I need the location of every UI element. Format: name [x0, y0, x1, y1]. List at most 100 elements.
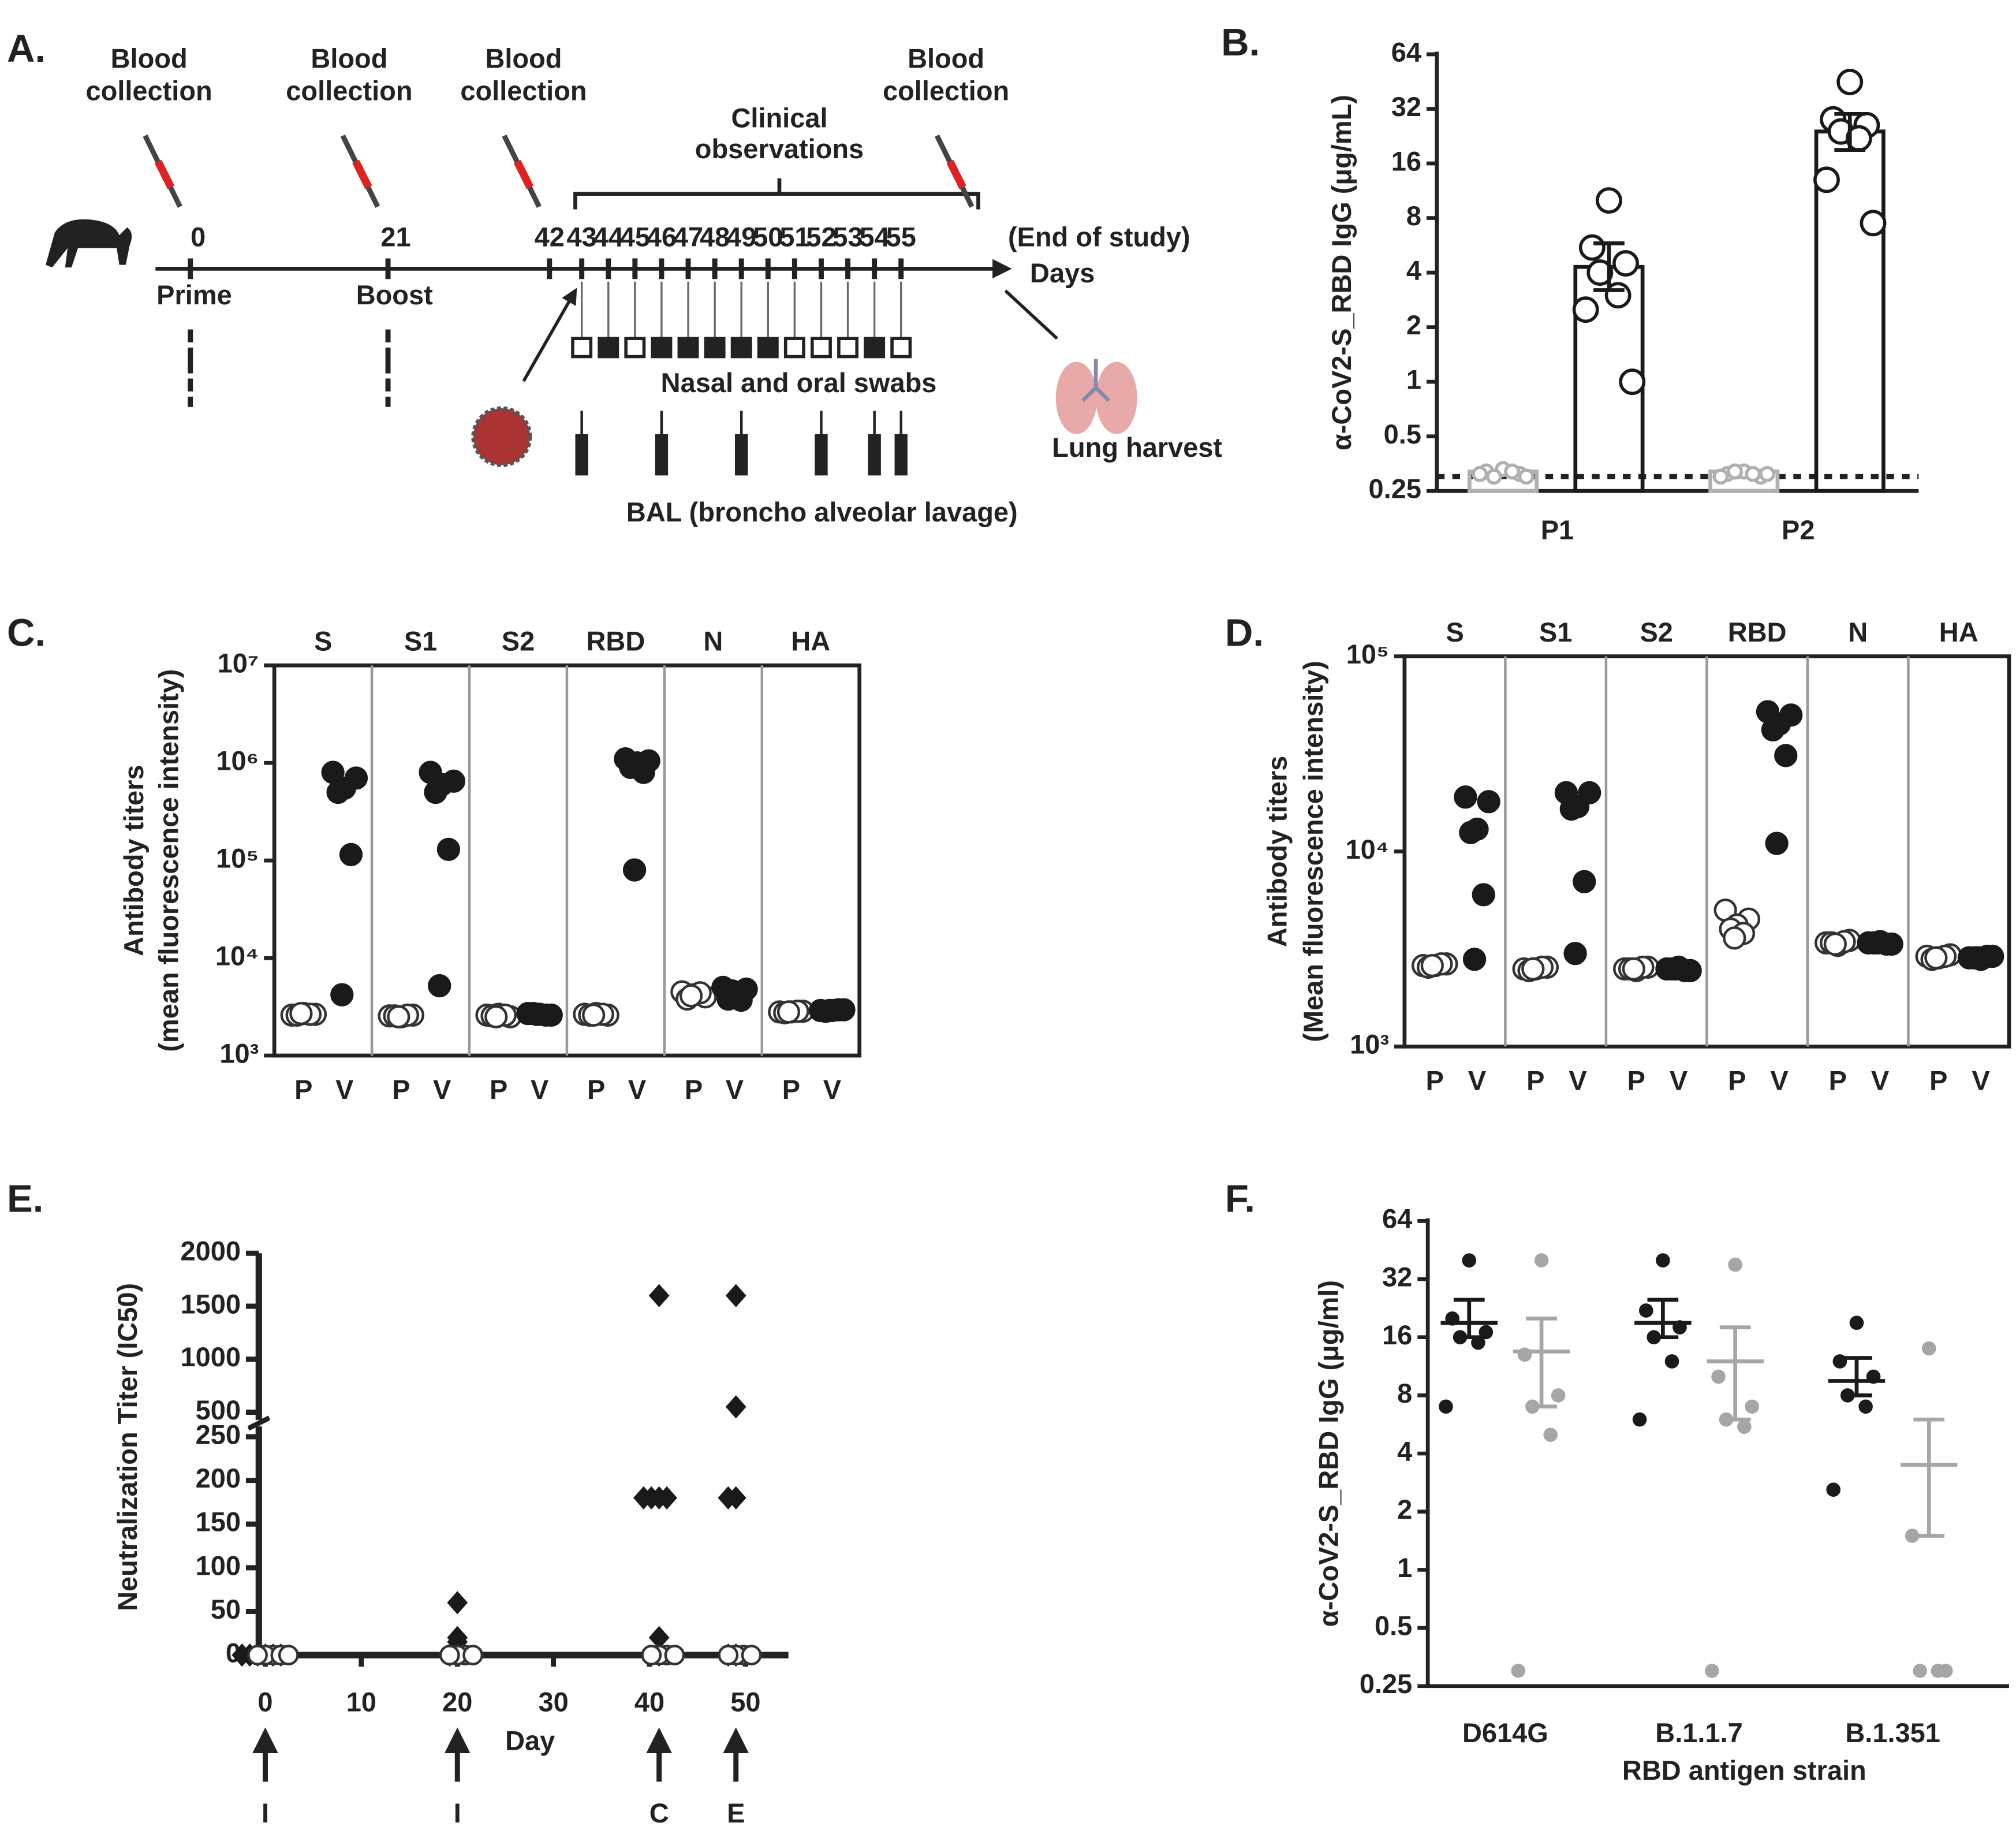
x-tick-label: B.1.351	[1845, 1717, 1940, 1748]
y-tick-label: 1	[1397, 1552, 1412, 1583]
group-label: HA	[791, 626, 830, 657]
day-label: 46	[647, 221, 677, 252]
swab	[704, 337, 726, 359]
y-axis-label: α-CoV2-S_RBD IgG (μg/mL)	[1326, 95, 1357, 450]
data-point	[1632, 1412, 1647, 1427]
panel-letter: C.	[7, 612, 46, 655]
swab	[571, 337, 593, 359]
data-point	[776, 1000, 801, 1024]
day-label: 43	[567, 221, 597, 252]
y-tick-label: 2000	[180, 1236, 241, 1266]
data-point	[424, 780, 447, 804]
data-point	[1860, 210, 1887, 237]
y-tick-label: 10⁵	[216, 843, 259, 874]
x-tick-label: 10	[346, 1687, 376, 1717]
x-tick-label: 0	[257, 1687, 272, 1717]
x-tick-label: V	[628, 1074, 646, 1105]
y-tick-label: 64	[1382, 1203, 1412, 1234]
y-tick-label: 250	[196, 1419, 241, 1449]
x-tick-label: P	[1526, 1065, 1544, 1095]
data-point	[817, 998, 842, 1022]
swab	[890, 337, 912, 359]
y-tick-label: 32	[1382, 1261, 1412, 1292]
data-point	[462, 1645, 484, 1666]
day-label: 47	[673, 221, 703, 252]
swab	[598, 337, 619, 359]
bal-label: BAL (broncho alveolar lavage)	[626, 497, 1018, 527]
swab	[864, 337, 886, 359]
y-tick-label: 2	[1406, 310, 1421, 340]
blood-label: collection	[883, 75, 1009, 106]
swab	[811, 337, 832, 359]
data-point	[581, 1003, 606, 1027]
data-point	[1472, 883, 1495, 907]
day-label: 44	[593, 221, 624, 252]
data-point	[632, 761, 655, 784]
data-point	[1712, 468, 1729, 485]
bal-syringe	[868, 434, 881, 476]
panel-letter: E.	[7, 1177, 43, 1221]
panel-letter: F.	[1225, 1177, 1255, 1221]
data-point	[1462, 1253, 1477, 1268]
y-tick-label: 10⁵	[1346, 639, 1389, 669]
x-tick-label: P	[587, 1074, 605, 1105]
data-point	[330, 983, 354, 1007]
data-point	[648, 1284, 670, 1307]
data-point	[1728, 1257, 1742, 1272]
x-tick-label: P	[490, 1074, 507, 1105]
clinical-label: Clinical	[731, 102, 827, 133]
data-point	[1534, 1253, 1549, 1268]
data-point	[232, 1643, 253, 1667]
y-axis-label: Antibody titers	[1261, 756, 1292, 947]
y-axis-label: (Mean fluorescence intensity)	[1298, 661, 1328, 1042]
data-point	[1858, 1399, 1873, 1414]
blood-label: Blood	[311, 43, 387, 74]
data-point	[1573, 870, 1596, 893]
x-tick-label: V	[433, 1074, 451, 1105]
clinical-label: observations	[695, 133, 864, 164]
y-tick-label: 1000	[180, 1341, 241, 1372]
data-point	[679, 984, 703, 1008]
data-point	[1905, 1529, 1920, 1543]
data-point	[1459, 821, 1483, 844]
data-point	[1586, 259, 1614, 286]
data-point	[1737, 1419, 1752, 1434]
y-tick-label: 8	[1397, 1378, 1412, 1408]
panel-letter: B.	[1221, 21, 1260, 64]
y-tick-label: 0.25	[1369, 474, 1421, 504]
x-tick-label: D614G	[1462, 1717, 1548, 1748]
group-label: S2	[1640, 617, 1672, 647]
lung-icon	[1096, 361, 1137, 434]
syringe-fill	[513, 159, 534, 189]
syringe-fill	[946, 159, 966, 189]
group-label: HA	[1939, 617, 1978, 647]
monkey-icon	[46, 219, 132, 268]
group-label: S1	[404, 626, 437, 657]
group-label: N	[1848, 617, 1868, 647]
blood-label: Blood	[485, 43, 562, 74]
data-point	[1543, 1427, 1558, 1442]
data-point	[1578, 234, 1606, 261]
x-tick-label: V	[1972, 1065, 1989, 1095]
swab	[837, 337, 859, 359]
day-label: 42	[535, 221, 565, 252]
data-point	[648, 1626, 670, 1649]
data-point	[1711, 1369, 1726, 1384]
data-point	[1472, 465, 1488, 482]
x-tick-label: V	[531, 1074, 548, 1105]
virus-icon	[471, 406, 532, 467]
data-point	[436, 837, 461, 861]
x-tick-label: B.1.1.7	[1655, 1717, 1742, 1748]
y-tick-label: 10³	[219, 1038, 259, 1068]
data-point	[1551, 1388, 1566, 1403]
y-tick-label: 1500	[180, 1288, 241, 1319]
data-point	[387, 1005, 410, 1028]
data-point	[1619, 368, 1646, 396]
y-tick-label: 10⁴	[1346, 834, 1389, 864]
x-tick-label: V	[1770, 1065, 1788, 1095]
y-tick-label: 8	[1406, 200, 1421, 231]
axis-label: Days	[1030, 258, 1095, 288]
data-point	[1454, 785, 1477, 809]
group-label: S	[314, 626, 332, 657]
data-point	[1966, 946, 1990, 970]
